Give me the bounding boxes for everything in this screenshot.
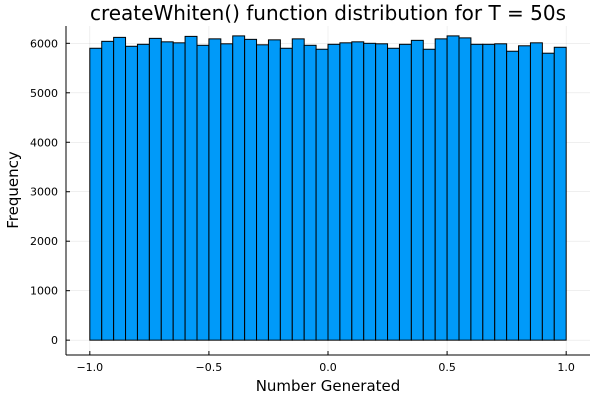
- bars-layer: [89, 35, 567, 341]
- y-tick-label: 1000: [30, 285, 58, 298]
- histogram-bar: [232, 35, 246, 341]
- histogram-bar: [339, 42, 353, 341]
- x-tick-label: 0.0: [319, 361, 337, 374]
- histogram-bar: [220, 43, 234, 341]
- histogram-bar: [160, 41, 174, 341]
- y-tick-label: 0: [51, 334, 58, 347]
- histogram-bar: [553, 46, 567, 341]
- x-tick-label: 0.5: [438, 361, 456, 374]
- y-tick-label: 4000: [30, 136, 58, 149]
- y-tick-label: 2000: [30, 235, 58, 248]
- histogram-bar: [136, 43, 150, 341]
- histogram-bar: [113, 36, 127, 341]
- histogram-bar: [422, 48, 436, 341]
- x-tick-label: −1.0: [76, 361, 103, 374]
- histogram-bar: [291, 38, 305, 341]
- x-ticks: −1.0 −0.5 0.0 0.5 1.0: [76, 351, 575, 374]
- y-tick-label: 6000: [30, 37, 58, 50]
- histogram-bar: [494, 43, 508, 341]
- histogram-bar: [101, 40, 115, 341]
- x-tick-label: 1.0: [557, 361, 575, 374]
- histogram-bar: [303, 44, 317, 341]
- histogram-bar: [172, 42, 186, 341]
- histogram-bar: [518, 45, 531, 341]
- histogram-bar: [387, 47, 400, 341]
- histogram-bar: [410, 39, 424, 341]
- y-axis-title: Frequency: [4, 151, 22, 229]
- y-ticks: 0 1000 2000 3000 4000 5000 6000: [30, 37, 70, 347]
- histogram-bar: [375, 43, 389, 341]
- histogram-bar: [315, 48, 329, 341]
- histogram-bar: [458, 37, 472, 341]
- histogram-bar: [506, 50, 520, 341]
- histogram-bar: [196, 44, 210, 341]
- histogram-bar: [208, 38, 222, 341]
- histogram-bar: [446, 35, 460, 341]
- histogram-bar: [89, 47, 103, 341]
- histogram-bar: [541, 52, 555, 341]
- histogram-bar: [327, 43, 341, 341]
- histogram-bar: [434, 38, 448, 341]
- x-tick-label: −0.5: [196, 361, 223, 374]
- histogram-bar: [148, 37, 162, 341]
- histogram-bar: [398, 43, 412, 341]
- y-tick-label: 5000: [30, 87, 58, 100]
- histogram-bar: [482, 43, 496, 341]
- histogram-bar: [256, 44, 269, 341]
- histogram-bar: [267, 39, 281, 341]
- histogram-bar: [244, 38, 258, 341]
- histogram-bar: [470, 43, 484, 341]
- histogram-bar: [279, 47, 293, 341]
- y-tick-label: 3000: [30, 186, 58, 199]
- histogram-bar: [363, 42, 377, 341]
- histogram-bar: [125, 45, 138, 341]
- x-axis-title: Number Generated: [256, 377, 401, 395]
- histogram-bar: [529, 42, 543, 341]
- histogram-bar: [351, 41, 365, 341]
- chart-title: createWhiten() function distribution for…: [90, 1, 566, 25]
- histogram-bar: [184, 35, 198, 341]
